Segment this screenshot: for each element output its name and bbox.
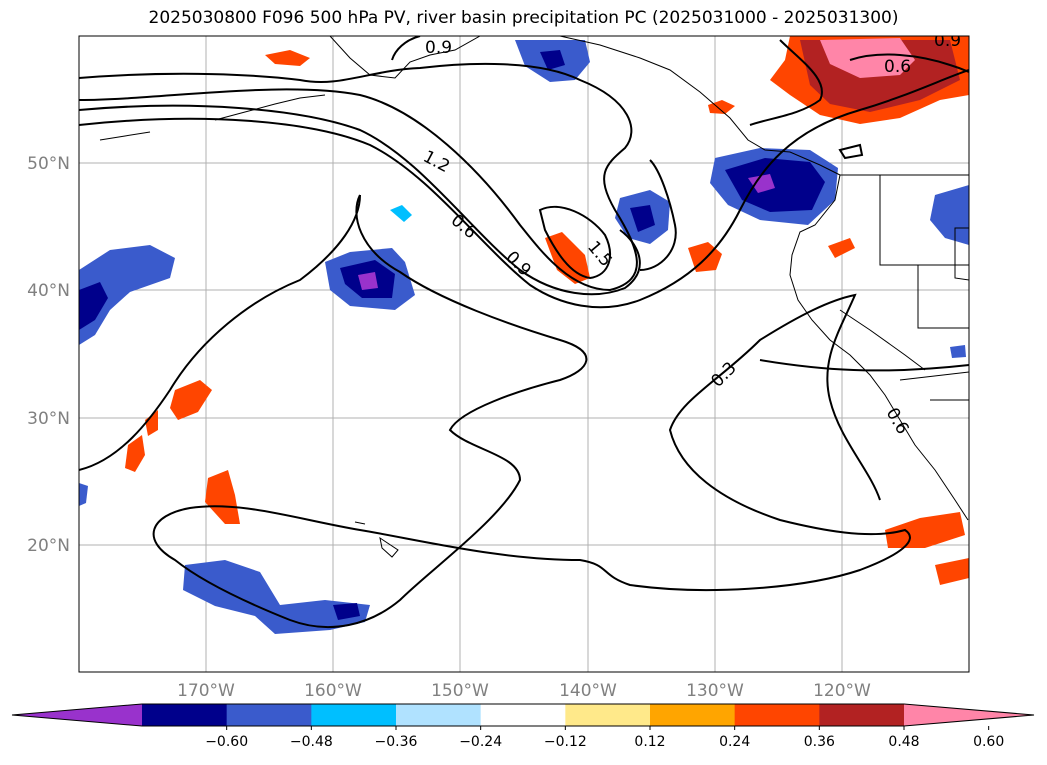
- contour-label: 0.9: [425, 38, 452, 58]
- colorbar-segment: [480, 704, 566, 726]
- colorbar-segment: [734, 704, 820, 726]
- contour-label: 0.6: [884, 57, 911, 77]
- map-frame: [78, 35, 970, 673]
- colorbar-tick-label: −0.24: [459, 734, 502, 750]
- colorbar-segment: [650, 704, 736, 726]
- colorbar-segment: [226, 704, 312, 726]
- lon-tick-label: 120°W: [813, 681, 871, 701]
- pv-contours: [79, 36, 969, 629]
- colorbar-tick-label: −0.36: [375, 734, 418, 750]
- colorbar-outline: [11, 703, 1035, 727]
- lat-tick-label: 20°N: [27, 536, 70, 556]
- colorbar-segment: [142, 704, 228, 726]
- axis-labels: 170°W 160°W 150°W 140°W 130°W 120°W 50°N…: [27, 154, 871, 701]
- colorbar-tick-label: −0.48: [290, 734, 333, 750]
- lon-tick-label: 140°W: [559, 681, 617, 701]
- colorbar-segment: [904, 704, 1034, 726]
- colorbar-tick-label: 0.36: [804, 734, 835, 750]
- lon-tick-label: 150°W: [431, 681, 489, 701]
- colorbar-segment: [396, 704, 482, 726]
- colorbar-tick-label: 0.24: [719, 734, 750, 750]
- lat-tick-label: 30°N: [27, 409, 70, 429]
- colorbar-segment: [12, 704, 142, 726]
- colorbar-tick-label: −0.60: [205, 734, 248, 750]
- colorbar-segment: [819, 704, 905, 726]
- colorbar-tick-label: 0.12: [634, 734, 665, 750]
- contour-label: 0.9: [934, 31, 961, 51]
- colorbar-segment: [311, 704, 397, 726]
- lon-tick-label: 170°W: [177, 681, 235, 701]
- colorbar-tick-label: −0.12: [544, 734, 587, 750]
- colorbar-tick-label: 0.48: [888, 734, 919, 750]
- lat-tick-label: 40°N: [27, 281, 70, 301]
- lon-tick-label: 130°W: [686, 681, 744, 701]
- colorbar-segment: [565, 704, 651, 726]
- map-title: 2025030800 F096 500 hPa PV, river basin …: [148, 8, 899, 28]
- precip-shading: [79, 36, 969, 634]
- lat-tick-label: 50°N: [27, 154, 70, 174]
- lon-tick-label: 160°W: [304, 681, 362, 701]
- colorbar: −0.60 −0.48 −0.36 −0.24 −0.12 0.12 0.24 0.36 0.4…: [11, 703, 1035, 750]
- colorbar-tick-label: 0.60: [973, 734, 1004, 750]
